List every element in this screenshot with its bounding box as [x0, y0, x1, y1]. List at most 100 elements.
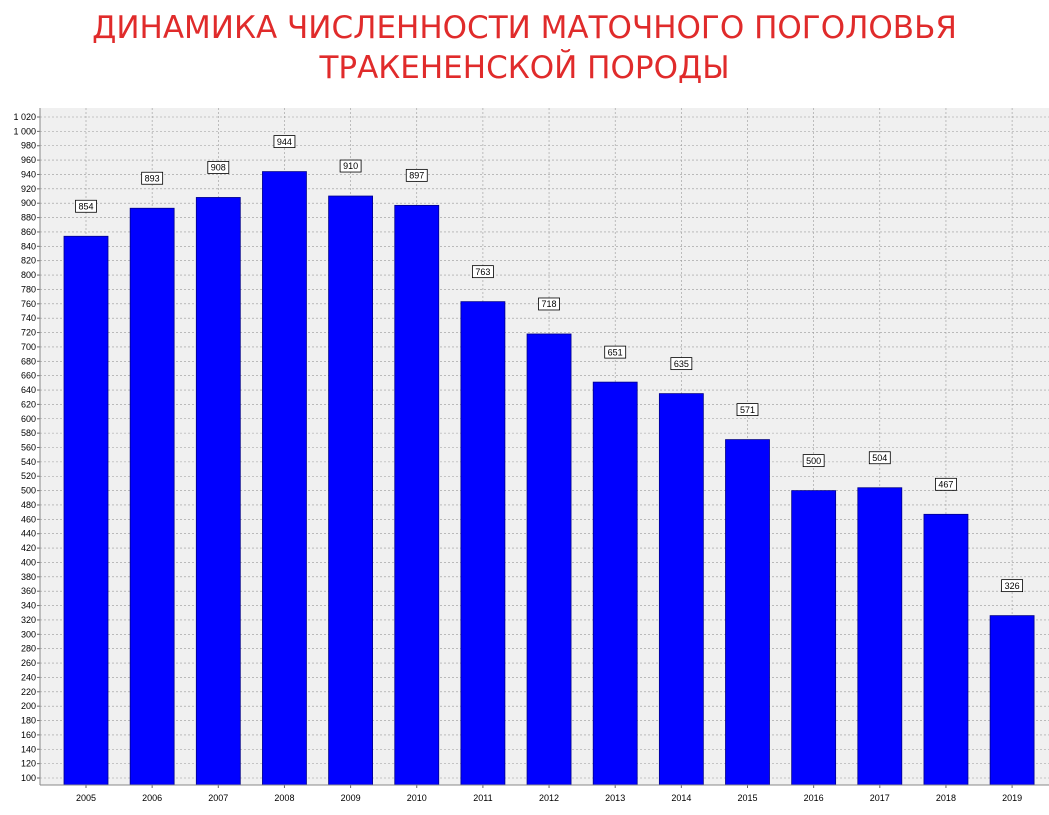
bar-2013	[592, 381, 638, 786]
bar-2007	[195, 197, 241, 786]
y-tick-label: 420	[21, 543, 36, 553]
data-label-box	[538, 297, 560, 311]
x-tick-label: 2014	[671, 793, 691, 803]
y-tick-label: 400	[21, 557, 36, 567]
data-label: 854	[78, 201, 93, 211]
y-tick-label: 260	[21, 658, 36, 668]
data-label-box	[75, 199, 97, 213]
y-tick-label: 280	[21, 644, 36, 654]
data-label-box	[935, 477, 957, 491]
data-label-box	[868, 451, 891, 465]
y-tick-label: 200	[21, 701, 36, 711]
y-tick-label: 120	[21, 759, 36, 769]
bar-2011	[460, 301, 506, 786]
y-tick-label: 560	[21, 443, 36, 453]
y-tick-label: 520	[21, 471, 36, 481]
x-tick-label: 2005	[76, 793, 96, 803]
bar-2019	[989, 615, 1035, 786]
data-label-box	[604, 345, 627, 359]
data-label-box	[670, 357, 693, 371]
data-label: 504	[872, 453, 887, 463]
data-label: 910	[343, 161, 358, 171]
data-label-box	[339, 159, 362, 173]
bar-2016	[791, 490, 837, 786]
y-tick-label: 340	[21, 601, 36, 611]
y-tick-label: 240	[21, 672, 36, 682]
y-tick-label: 640	[21, 385, 36, 395]
x-tick-label: 2010	[407, 793, 427, 803]
data-label-box	[273, 135, 296, 149]
data-label: 908	[211, 163, 226, 173]
y-tick-label: 800	[21, 270, 36, 280]
x-tick-label: 2011	[473, 793, 492, 803]
y-tick-label: 820	[21, 256, 36, 266]
y-tick-label: 860	[21, 227, 36, 237]
bar-2012	[526, 333, 572, 786]
data-label: 571	[740, 405, 755, 415]
chart-title: ДИНАМИКА ЧИСЛЕННОСТИ МАТОЧНОГО ПОГОЛОВЬЯ…	[0, 8, 1049, 88]
x-tick-label: 2018	[936, 793, 956, 803]
y-tick-label: 1 020	[13, 112, 36, 122]
bar-2017	[857, 487, 903, 786]
bar-2009	[328, 195, 374, 786]
x-tick-label: 2009	[341, 793, 361, 803]
y-tick-label: 720	[21, 328, 36, 338]
x-axis-ticks: 2005 2006 2007 2008 2009 2010 2011 2012 2013 2014…	[76, 785, 1022, 803]
y-tick-label: 300	[21, 629, 36, 639]
y-tick-label: 840	[21, 241, 36, 251]
y-tick-label: 620	[21, 399, 36, 409]
x-tick-label: 2013	[605, 793, 625, 803]
y-tick-label: 880	[21, 213, 36, 223]
data-label-box	[471, 265, 494, 279]
data-label: 467	[938, 480, 953, 490]
bar-2006	[129, 207, 175, 786]
y-tick-label: 740	[21, 313, 36, 323]
y-tick-label: 380	[21, 572, 36, 582]
x-tick-label: 2015	[737, 793, 757, 803]
bar-2005	[63, 235, 109, 786]
chart-title-line-1: ДИНАМИКА ЧИСЛЕННОСТИ МАТОЧНОГО ПОГОЛОВЬЯ	[92, 10, 957, 46]
data-label-box	[405, 168, 428, 182]
data-label: 944	[277, 137, 292, 147]
data-label: 893	[145, 173, 160, 183]
y-tick-label: 780	[21, 284, 36, 294]
data-label-box	[1001, 579, 1023, 593]
bar-2014	[658, 393, 704, 786]
data-label: 635	[674, 359, 689, 369]
data-label-box	[802, 454, 825, 468]
x-tick-label: 2017	[870, 793, 890, 803]
data-labels: 854 893 908 944 910 897 763 718 651 635 571 500 504 4…	[75, 135, 1023, 593]
y-tick-label: 140	[21, 744, 36, 754]
data-label: 651	[608, 347, 623, 357]
y-tick-label: 500	[21, 486, 36, 496]
x-tick-label: 2006	[142, 793, 162, 803]
y-tick-label: 940	[21, 169, 36, 179]
y-tick-label: 920	[21, 184, 36, 194]
y-tick-label: 480	[21, 500, 36, 510]
bar-2015	[725, 439, 770, 786]
y-tick-label: 760	[21, 299, 36, 309]
data-label-box	[141, 171, 164, 185]
y-tick-label: 460	[21, 514, 36, 524]
x-tick-label: 2019	[1002, 793, 1022, 803]
x-tick-label: 2007	[208, 793, 228, 803]
y-tick-label: 600	[21, 414, 36, 424]
y-axis-ticks: 1 020 1 000 980 960 940 920 900 880 860 840 820 800…	[13, 112, 40, 783]
data-label-box	[736, 403, 759, 416]
y-tick-label: 980	[21, 141, 36, 151]
x-tick-label: 2008	[274, 793, 294, 803]
data-label-box	[207, 161, 230, 174]
y-tick-label: 320	[21, 615, 36, 625]
y-tick-label: 660	[21, 371, 36, 381]
x-tick-label: 2016	[804, 793, 824, 803]
y-tick-label: 160	[21, 730, 36, 740]
data-label: 326	[1005, 581, 1020, 591]
y-tick-label: 100	[21, 773, 36, 783]
bar-chart: 1 020 1 000 980 960 940 920 900 880 860 840 820 800…	[13, 108, 1049, 803]
y-tick-label: 580	[21, 428, 36, 438]
y-tick-label: 960	[21, 155, 36, 165]
bar-2018	[923, 513, 969, 786]
y-tick-label: 900	[21, 198, 36, 208]
y-tick-label: 360	[21, 586, 36, 596]
y-tick-label: 440	[21, 529, 36, 539]
